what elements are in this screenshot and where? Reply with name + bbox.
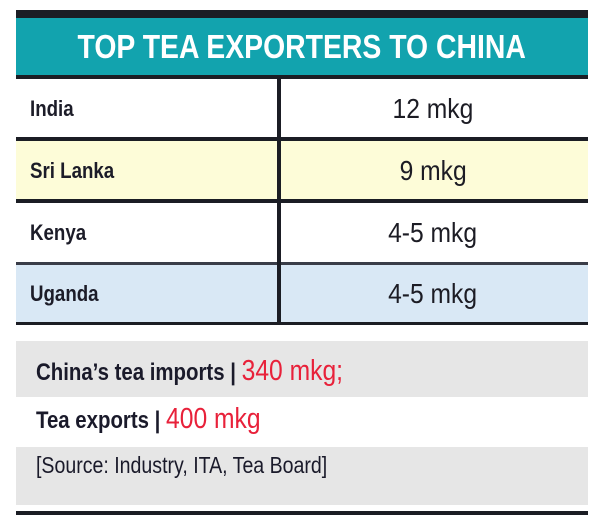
value-cell: 4-5 mkg: [278, 217, 588, 249]
source-text: [Source: Industry, ITA, Tea Board]: [36, 452, 328, 478]
header-bottom-rule: [16, 75, 588, 79]
table-row: Sri Lanka 9 mkg: [16, 141, 588, 200]
value-cell: 12 mkg: [278, 93, 588, 125]
value-label: 12 mkg: [392, 92, 474, 124]
imports-note: China’s tea imports | 340 mkg;: [36, 355, 397, 388]
country-cell: Uganda: [16, 281, 278, 307]
country-cell: Kenya: [16, 220, 278, 246]
value-cell: 4-5 mkg: [278, 278, 588, 310]
country-label: Uganda: [30, 281, 99, 306]
row-divider: [16, 199, 588, 203]
imports-value: 340 mkg: [241, 355, 337, 387]
value-cell: 9 mkg: [278, 155, 588, 187]
separator: |: [154, 407, 161, 434]
country-label: Sri Lanka: [30, 157, 115, 183]
imports-band: [16, 341, 588, 397]
row-divider: [16, 262, 588, 265]
value-label: 4-5 mkg: [388, 278, 478, 309]
table-title: TOP TEA EXPORTERS TO CHINA: [16, 18, 588, 75]
row-divider: [16, 137, 588, 141]
country-label: India: [30, 95, 74, 121]
country-cell: Sri Lanka: [16, 158, 278, 184]
imports-label: China’s tea imports: [36, 359, 225, 386]
column-divider: [277, 79, 281, 324]
source-note: [Source: Industry, ITA, Tea Board]: [36, 452, 379, 479]
title-text: TOP TEA EXPORTERS TO CHINA: [77, 27, 527, 65]
separator: |: [230, 359, 236, 386]
footer-rule: [16, 511, 588, 515]
header-top-rule: [16, 10, 588, 18]
table-row: Kenya 4-5 mkg: [16, 203, 588, 262]
source-band: [16, 447, 588, 505]
value-label: 9 mkg: [399, 154, 467, 186]
country-label: Kenya: [30, 219, 87, 245]
exports-note: Tea exports | 400 mkg: [36, 403, 300, 436]
exports-value: 400 mkg: [166, 403, 261, 435]
imports-suffix: ;: [336, 355, 344, 387]
table-bottom-rule: [16, 322, 588, 325]
table-row: Uganda 4-5 mkg: [16, 265, 588, 323]
table-row: India 12 mkg: [16, 79, 588, 138]
value-label: 4-5 mkg: [388, 216, 478, 248]
exports-label: Tea exports: [36, 407, 149, 434]
country-cell: India: [16, 96, 278, 122]
